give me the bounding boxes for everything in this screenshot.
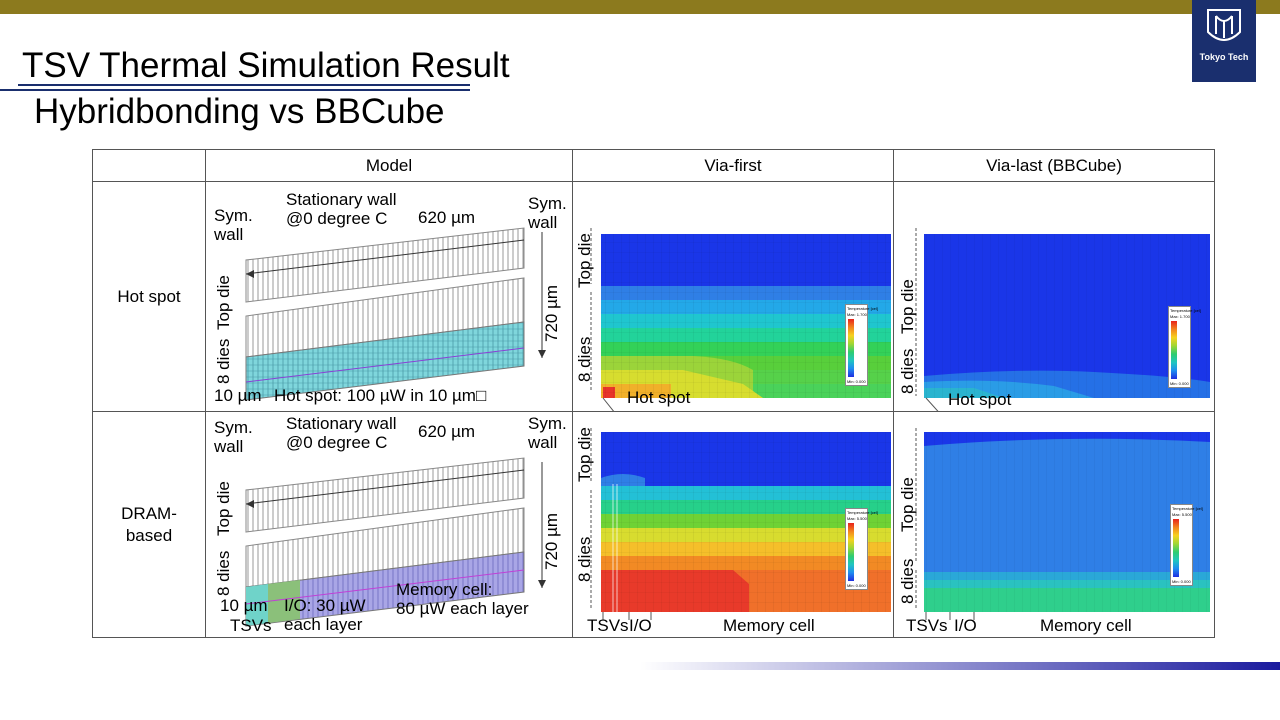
via-first-dram-heatmap [590,428,891,620]
legend-min: Min: 0.000 [1170,381,1189,386]
column-header-via-first: Via-first [572,149,894,182]
height-720-label: 720 µm [542,512,561,570]
via-last-cell-dram: Temperature [cel] Max: 5.500 Min: 0.000 … [893,411,1215,638]
table-header-row: Model Via-first Via-last (BBCube) [92,149,1215,182]
via-first-hotspot-legend: Temperature [cel] Max: 1.700 Min: 0.000 [845,304,878,386]
via-first-cell-hot-spot: Temperature [cel] Max: 1.700 Min: 0.000 … [572,181,894,412]
top-die-label: Top die [898,477,917,532]
eight-dies-label: 8 dies [898,348,917,394]
memory-cell-power-note: Memory cell: 80 µW each layer [396,580,529,618]
legend-max: Max: 1.700 [1170,314,1190,319]
size-10um-label: 10 µm [220,596,268,615]
memory-cell-label: Memory cell [723,616,815,635]
eight-dies-label: 8 dies [214,338,233,384]
eight-dies-label: 8 dies [898,558,917,604]
sym-wall-right-label: Sym. wall [528,414,567,452]
via-last-hotspot-legend: Temperature [cel] Max: 1.700 Min: 0.000 [1168,306,1201,388]
top-die-label: Top die [575,427,594,482]
top-die-label: Top die [214,275,233,330]
legend-max: Max: 5.500 [1172,512,1192,517]
eight-dies-label: 8 dies [575,536,594,582]
sym-wall-right-label: Sym. wall [528,194,567,232]
via-last-hotspot-heatmap [915,228,1210,411]
legend-colorbar [1173,519,1179,577]
row-label-dram-based: DRAM- based [92,411,206,638]
stationary-wall-label: Stationary wall @0 degree C [286,414,397,452]
hotspot-note: Hot spot: 100 µW in 10 µm□ [274,386,487,405]
legend-min: Min: 0.000 [847,379,866,384]
memory-cell-label: Memory cell [1040,616,1132,635]
legend-title: Temperature [cel] [847,306,878,311]
legend-title: Temperature [cel] [1172,506,1203,511]
logo-text: Tokyo Tech [1199,52,1249,62]
hotspot-model-diagram [245,227,546,401]
top-die-label: Top die [214,481,233,536]
row-label-hot-spot: Hot spot [92,181,206,412]
comparison-table: Model Via-first Via-last (BBCube) Hot sp… [92,149,1215,638]
top-die-label: Top die [898,279,917,334]
eight-dies-label: 8 dies [575,336,594,382]
legend-max: Max: 5.500 [847,516,867,521]
via-first-cell-dram: Temperature [cel] Max: 5.500 Min: 0.000 … [572,411,894,638]
via-first-dram-legend: Temperature [cel] Max: 5.500 Min: 0.000 [845,508,878,590]
title-underline [18,84,470,86]
via-last-cell-hot-spot: Temperature [cel] Max: 1.700 Min: 0.000 … [893,181,1215,412]
tsvs-label: TSVs [587,616,629,635]
legend-max: Max: 1.700 [847,312,867,317]
model-cell-dram: Sym. wall Stationary wall @0 degree C 62… [205,411,573,638]
table-row: DRAM- based [92,411,1215,638]
logo-emblem-icon [1207,9,1241,41]
corner-cell [92,149,206,182]
legend-colorbar [1171,321,1177,379]
legend-title: Temperature [cel] [847,510,878,515]
height-720-label: 720 µm [542,284,561,342]
tsvs-label: TSVs [906,616,948,635]
slide-title: TSV Thermal Simulation Result [22,46,510,85]
legend-min: Min: 0.000 [1172,579,1191,584]
column-header-via-last: Via-last (BBCube) [893,149,1215,182]
via-last-dram-heatmap [915,428,1210,620]
via-last-dram-legend: Temperature [cel] Max: 5.500 Min: 0.000 [1170,504,1203,586]
slide-subtitle: Hybridbonding vs BBCube [34,92,445,131]
io-power-note: I/O: 30 µW each layer [284,596,366,634]
via-first-hotspot-heatmap [590,228,891,411]
io-label: I/O [954,616,977,635]
sym-wall-left-label: Sym. wall [214,206,253,244]
stationary-wall-label: Stationary wall @0 degree C [286,190,397,228]
legend-min: Min: 0.000 [847,583,866,588]
tokyo-tech-logo: Tokyo Tech [1192,0,1256,82]
hot-spot-label: Hot spot [948,390,1012,409]
model-cell-hot-spot: Sym. wall Stationary wall @0 degree C 62… [205,181,573,412]
width-620-label: 620 µm [418,208,476,227]
legend-colorbar [848,523,854,581]
tsvs-label: TSVs [230,616,272,635]
top-accent-bar [0,0,1280,14]
title-underline-2 [0,89,470,91]
width-620-label: 620 µm [418,422,476,441]
top-die-label: Top die [575,233,594,288]
eight-dies-label: 8 dies [214,550,233,596]
io-label: I/O [629,616,652,635]
column-header-model: Model [205,149,573,182]
legend-title: Temperature [cel] [1170,308,1201,313]
sym-wall-left-label: Sym. wall [214,418,253,456]
table-row: Hot spot [92,181,1215,412]
size-10um-label: 10 µm [214,386,262,405]
dram-model-diagram [245,457,546,627]
bottom-gradient-bar [640,662,1280,670]
hot-spot-label: Hot spot [627,388,691,407]
legend-colorbar [848,319,854,377]
